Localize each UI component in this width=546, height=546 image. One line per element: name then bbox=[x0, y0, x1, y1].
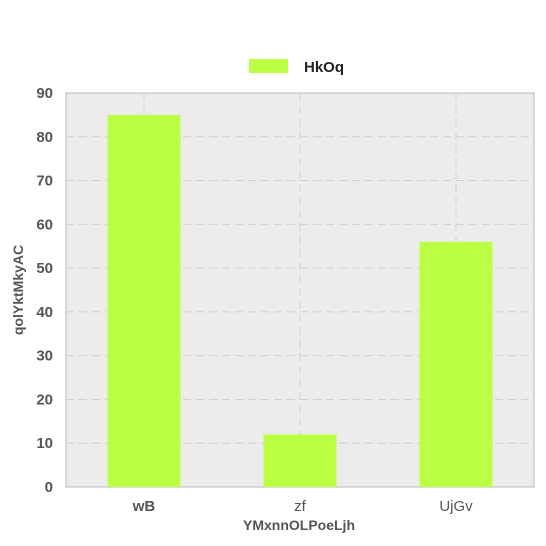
y-tick-label: 60 bbox=[36, 216, 53, 233]
legend-label: HkOq bbox=[304, 59, 344, 76]
y-tick-label: 50 bbox=[36, 260, 53, 277]
bars bbox=[107, 114, 493, 487]
bar-wB bbox=[107, 114, 181, 487]
y-tick-label: 80 bbox=[36, 129, 53, 146]
y-tick-label: 40 bbox=[36, 304, 53, 321]
x-tick-label: zf bbox=[294, 498, 307, 515]
y-tick-label: 0 bbox=[45, 479, 53, 496]
y-tick-label: 70 bbox=[36, 173, 53, 190]
y-tick-label: 10 bbox=[36, 435, 53, 452]
x-tick-label: UjGv bbox=[439, 498, 473, 515]
y-tick-label: 90 bbox=[36, 85, 53, 102]
x-axis-title: YMxnnOLPoeLjh bbox=[243, 517, 355, 533]
y-axis-ticks: 0 10 20 30 40 50 60 70 80 90 bbox=[36, 85, 53, 496]
x-tick-label: wB bbox=[132, 498, 156, 515]
legend: HkOq bbox=[249, 59, 344, 76]
x-axis-ticks: wB zf UjGv bbox=[132, 498, 473, 515]
y-tick-label: 30 bbox=[36, 348, 53, 365]
legend-swatch bbox=[249, 59, 288, 73]
bar-zf bbox=[263, 434, 337, 487]
y-tick-label: 20 bbox=[36, 391, 53, 408]
bar-UjGv bbox=[419, 241, 493, 487]
y-axis-title: qolYktMkyAC bbox=[10, 245, 26, 335]
